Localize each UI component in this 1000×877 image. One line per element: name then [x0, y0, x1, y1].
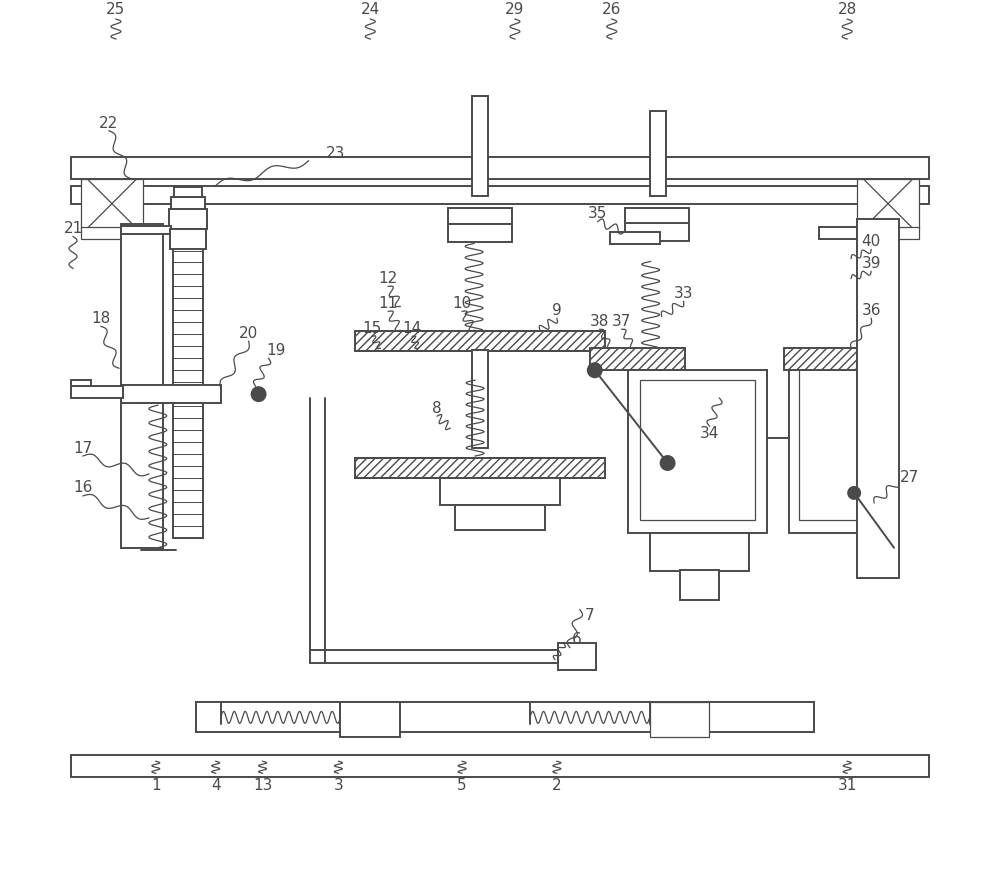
Text: 10: 10: [452, 296, 472, 310]
Text: 16: 16: [73, 481, 93, 496]
Bar: [121, 385, 221, 403]
Text: 14: 14: [403, 321, 422, 336]
Text: 3: 3: [334, 778, 343, 793]
Text: 25: 25: [106, 2, 126, 17]
Bar: [628, 370, 767, 533]
Bar: [558, 643, 596, 671]
Text: 2: 2: [552, 778, 562, 793]
Bar: [121, 225, 171, 233]
Circle shape: [588, 363, 602, 377]
Text: 38: 38: [590, 314, 609, 329]
Text: 4: 4: [211, 778, 220, 793]
Bar: [625, 208, 689, 224]
Text: 36: 36: [861, 303, 881, 317]
Bar: [857, 218, 899, 578]
Text: 20: 20: [239, 326, 258, 341]
Text: 26: 26: [602, 2, 621, 17]
Bar: [340, 702, 400, 738]
Bar: [472, 96, 488, 196]
Bar: [650, 702, 709, 738]
Bar: [625, 223, 689, 240]
Text: 15: 15: [363, 321, 382, 336]
Text: 28: 28: [838, 2, 857, 17]
Text: 1: 1: [151, 778, 161, 793]
Bar: [169, 209, 207, 229]
Text: 19: 19: [266, 343, 285, 358]
Text: 13: 13: [253, 778, 272, 793]
Bar: [171, 196, 205, 209]
Text: 27: 27: [899, 470, 919, 486]
Text: 33: 33: [674, 286, 693, 301]
Text: 35: 35: [588, 206, 607, 221]
Bar: [448, 224, 512, 241]
Text: 37: 37: [612, 314, 631, 329]
Bar: [355, 332, 605, 352]
Bar: [640, 381, 755, 520]
Bar: [71, 381, 91, 386]
Text: 7: 7: [585, 608, 595, 624]
Bar: [650, 533, 749, 571]
Bar: [857, 226, 919, 239]
Bar: [680, 570, 719, 600]
Bar: [610, 232, 660, 244]
Bar: [71, 157, 929, 179]
Bar: [196, 702, 814, 732]
Bar: [799, 365, 869, 520]
Bar: [71, 755, 929, 777]
Bar: [448, 208, 512, 224]
Text: 21: 21: [63, 221, 83, 236]
Text: 5: 5: [457, 778, 467, 793]
Bar: [355, 458, 605, 478]
Text: 34: 34: [700, 425, 719, 440]
Text: 12: 12: [379, 271, 398, 286]
Text: 40: 40: [861, 234, 881, 249]
Bar: [784, 348, 894, 370]
Text: 39: 39: [861, 256, 881, 271]
Circle shape: [252, 387, 266, 401]
Circle shape: [848, 487, 860, 499]
Text: 22: 22: [99, 117, 119, 132]
Text: 29: 29: [505, 2, 525, 17]
Bar: [173, 239, 203, 538]
Bar: [590, 348, 685, 370]
Text: 24: 24: [361, 2, 380, 17]
Bar: [789, 353, 879, 533]
Text: 8: 8: [432, 401, 442, 416]
Text: 23: 23: [326, 146, 345, 161]
Text: 11: 11: [379, 296, 398, 310]
Bar: [174, 187, 202, 196]
Text: 18: 18: [91, 310, 111, 326]
Text: 9: 9: [552, 303, 562, 317]
Text: 6: 6: [572, 632, 582, 647]
Bar: [81, 179, 143, 229]
Bar: [170, 229, 206, 248]
Text: 31: 31: [837, 778, 857, 793]
Bar: [650, 111, 666, 196]
Bar: [472, 350, 488, 448]
Bar: [81, 226, 143, 239]
Bar: [71, 386, 123, 398]
Bar: [455, 505, 545, 530]
Bar: [71, 186, 929, 203]
Bar: [440, 478, 560, 505]
Text: 17: 17: [73, 440, 93, 455]
Circle shape: [661, 456, 675, 470]
Bar: [819, 226, 869, 239]
Bar: [857, 179, 919, 229]
Bar: [121, 224, 163, 548]
